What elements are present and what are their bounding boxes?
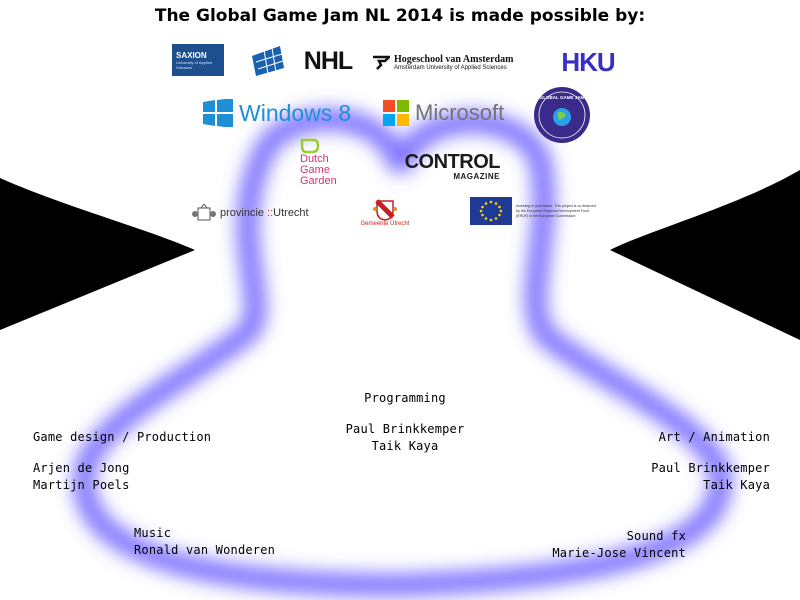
music-name-1: Ronald van Wonderen: [134, 543, 276, 557]
gemeente-utrecht-logo: Gemeente Utrecht: [358, 196, 412, 230]
microsoft-icon: [383, 100, 409, 126]
global-game-jam-logo: GLOBAL GAME JAM: [533, 86, 591, 144]
credits-sound: Sound fx Marie-Jose Vincent: [510, 528, 686, 562]
eu-flag-icon: [470, 197, 512, 225]
nhtv-icon: [252, 46, 284, 76]
windows-icon: [203, 99, 233, 127]
provincie-crest-icon: [192, 204, 216, 221]
provincie-name: provincie: [220, 207, 265, 219]
nhtv-logo: NHTV: [250, 42, 286, 78]
provincie-sep: ::: [267, 207, 274, 219]
dgg-line2: Game: [300, 163, 330, 176]
control-sub: MAGAZINE: [453, 171, 500, 181]
credits-game-design: Game design / Production Arjen de Jong M…: [33, 429, 233, 494]
hva-icon: [373, 55, 390, 70]
dgg-icon: [300, 138, 320, 153]
sound-name-1: Marie-Jose Vincent: [552, 546, 686, 560]
saxion-sub: University of Applied Sciences: [176, 59, 213, 70]
provincie-place: Utrecht: [273, 207, 309, 219]
dgg-line3: Garden: [300, 174, 337, 187]
credits-music: Music Ronald van Wonderen: [134, 525, 314, 559]
hku-logo: HKU: [552, 46, 624, 77]
nhl-name: NHL: [303, 46, 353, 75]
provincie-utrecht-logo: provincie :: Utrecht: [192, 203, 320, 223]
hku-name: HKU: [561, 46, 615, 77]
design-name-1: Arjen de Jong: [33, 461, 130, 475]
art-name-2: Taik Kaya: [703, 478, 770, 492]
saxion-name: SAXION: [176, 50, 207, 60]
design-role: Game design / Production: [33, 430, 212, 444]
credits-art: Art / Animation Paul Brinkkemper Taik Ka…: [570, 429, 770, 494]
ggj-name: GLOBAL GAME JAM: [539, 95, 585, 100]
design-name-2: Martijn Poels: [33, 478, 130, 492]
programming-role: Programming: [364, 391, 446, 405]
dutch-game-garden-logo: Dutch Game Garden: [300, 134, 360, 190]
gemeente-name: Gemeente Utrecht: [360, 221, 410, 227]
ggj-badge-icon: [534, 87, 590, 143]
hva-sub: Amsterdam University of Applied Sciences: [394, 64, 507, 71]
windows8-logo: Windows 8: [203, 97, 353, 129]
control-magazine-logo: CONTROL MAGAZINE: [396, 150, 501, 182]
hva-logo: Hogeschool van Amsterdam Amsterdam Unive…: [372, 50, 542, 74]
art-name-1: Paul Brinkkemper: [651, 461, 770, 475]
hva-name: Hogeschool van Amsterdam: [394, 53, 514, 65]
eu-erdf-logo: Investing in your future. This project i…: [470, 197, 600, 225]
sound-role: Sound fx: [626, 529, 686, 543]
programming-name-2: Taik Kaya: [371, 439, 439, 453]
art-role: Art / Animation: [658, 430, 770, 444]
saxion-logo: SAXION University of Applied Sciences: [172, 44, 224, 76]
nhl-logo: NHL: [300, 47, 356, 75]
dgg-line1: Dutch: [300, 152, 329, 165]
nhtv-name: NHTV: [252, 44, 272, 51]
windows-name: Windows: [239, 99, 333, 126]
sponsors-title: The Global Game Jam NL 2014 is made poss…: [154, 6, 646, 26]
microsoft-name: Microsoft: [415, 100, 505, 125]
credits-programming: Programming Paul Brinkkemper Taik Kaya: [300, 390, 510, 455]
programming-name-1: Paul Brinkkemper: [345, 422, 465, 436]
microsoft-logo: Microsoft: [383, 99, 511, 127]
eu-text: Investing in your future. This project i…: [516, 203, 597, 218]
music-role: Music: [134, 526, 172, 540]
windows-version: 8: [338, 99, 352, 126]
gemeente-crest-icon: [373, 199, 397, 221]
purple-glow-ring: [73, 108, 732, 597]
control-name: CONTROL: [404, 150, 501, 173]
